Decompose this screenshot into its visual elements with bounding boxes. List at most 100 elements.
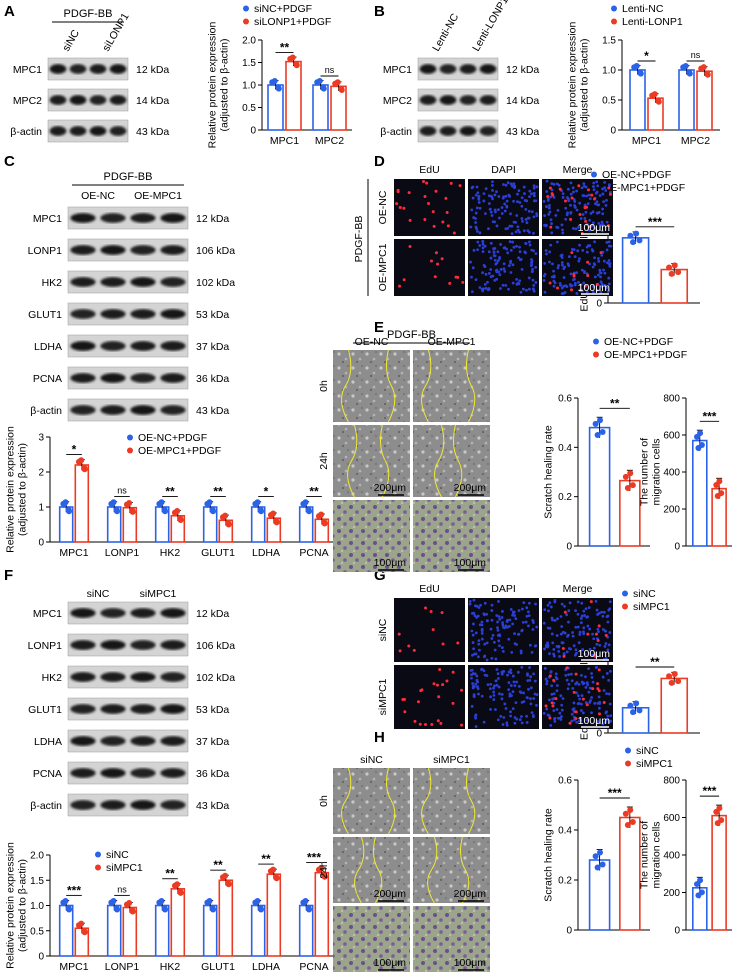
scratch-edge <box>385 349 396 423</box>
nucleus-dot <box>552 195 556 199</box>
nucleus-dot <box>579 283 583 287</box>
nucleus-dot <box>588 197 592 201</box>
legend-label: OE-NC+PDGF <box>138 432 207 444</box>
nucleus-dot <box>594 666 598 669</box>
data-point <box>258 906 265 913</box>
nucleus-dot <box>590 696 594 699</box>
scale-bar-label: 100μm <box>578 715 611 727</box>
nucleus-dot <box>524 208 528 211</box>
nucleus-dot <box>532 186 536 190</box>
nucleus-dot <box>567 673 571 677</box>
y-tick-label: 0 <box>596 729 602 740</box>
nucleus-dot <box>565 613 569 617</box>
bar <box>711 814 727 931</box>
nucleus-dot <box>497 615 501 618</box>
nucleus-dot <box>557 264 561 267</box>
micrograph-column-label: OE-NC <box>355 336 389 348</box>
nucleus-dot <box>605 248 609 252</box>
nucleus-dot <box>570 712 574 716</box>
nucleus-dot <box>572 190 575 194</box>
nucleus-dot <box>599 291 603 294</box>
data-point <box>636 707 643 714</box>
edu-dot <box>578 212 582 216</box>
data-point <box>289 54 296 61</box>
nucleus-dot <box>580 614 584 618</box>
blot-band <box>439 64 457 74</box>
data-point <box>273 875 280 882</box>
bar <box>298 904 314 957</box>
edu-dot <box>402 206 406 210</box>
nucleus-dot <box>569 672 573 676</box>
nucleus-dot <box>547 213 551 216</box>
nucleus-dot <box>542 199 546 203</box>
nucleus-dot <box>543 647 546 651</box>
nucleus-dot <box>524 218 528 221</box>
edu-dot <box>444 196 448 200</box>
nucleus-dot <box>507 688 511 692</box>
significance-label: ns <box>325 65 335 75</box>
band-protein-label: MPC2 <box>383 95 412 107</box>
nucleus-dot <box>507 287 510 291</box>
scratch-grid-h: siNC siMPC1 0h 24h 200μm 200μm 100μm 100μm <box>318 754 490 972</box>
nucleus-dot <box>505 204 509 208</box>
y-axis-label-line: Relative protein expression <box>5 426 17 553</box>
nucleus-dot <box>472 611 476 615</box>
nucleus-dot <box>509 607 513 611</box>
nucleus-dot <box>592 262 596 266</box>
nucleus-dot <box>501 723 505 726</box>
edu-dot <box>395 202 399 206</box>
nucleus-dot <box>526 216 530 220</box>
nucleus-dot <box>526 679 530 683</box>
band-protein-label: β-actin <box>10 126 42 138</box>
transwell-image <box>333 906 410 972</box>
lane-label: siNC <box>60 27 82 53</box>
blot-band <box>70 373 96 383</box>
edu-dot <box>431 628 435 632</box>
nucleus-dot <box>499 268 503 271</box>
data-point <box>633 700 640 707</box>
nucleus-dot <box>509 684 513 687</box>
nucleus-dot <box>487 227 490 231</box>
nucleus-dot <box>567 620 570 624</box>
band-protein-label: MPC1 <box>33 213 62 225</box>
blot-strip <box>67 270 189 294</box>
nucleus-dot <box>548 250 552 254</box>
bar <box>74 464 90 543</box>
scratch-edge <box>354 836 365 904</box>
nucleus-dot <box>504 624 508 628</box>
nucleus-dot <box>525 614 529 618</box>
nucleus-dot <box>587 667 591 671</box>
edu-dot <box>598 712 602 716</box>
nucleus-dot <box>535 214 539 218</box>
nucleus-dot <box>520 628 524 632</box>
blot-band <box>130 277 156 287</box>
legend-label: OE-NC+PDGF <box>604 336 673 348</box>
nucleus-dot <box>532 231 535 235</box>
edu-dot <box>433 275 437 279</box>
nucleus-dot <box>582 630 585 634</box>
nucleus-dot <box>528 678 532 682</box>
nucleus-dot <box>598 268 602 272</box>
data-point <box>666 264 673 271</box>
nucleus-dot <box>481 242 485 246</box>
data-point <box>162 906 169 913</box>
nucleus-dot <box>531 628 535 631</box>
band-kda-label: 12 kDa <box>136 64 169 76</box>
nucleus-dot <box>582 182 586 186</box>
nucleus-dot <box>527 610 530 614</box>
edu-dot <box>596 639 600 643</box>
scale-bar-label: 100μm <box>374 957 407 969</box>
blot-band <box>479 126 497 136</box>
nucleus-dot <box>507 637 511 641</box>
nucleus-dot <box>602 610 606 614</box>
nucleus-dot <box>505 721 509 725</box>
nucleus-dot <box>492 698 496 701</box>
nucleus-dot <box>590 248 594 252</box>
nucleus-dot <box>507 670 511 674</box>
blot-header: PDGF-BB <box>104 171 153 183</box>
nucleus-dot <box>576 612 580 616</box>
nucleus-dot <box>527 624 530 628</box>
data-point <box>62 897 69 904</box>
nucleus-dot <box>495 190 498 194</box>
